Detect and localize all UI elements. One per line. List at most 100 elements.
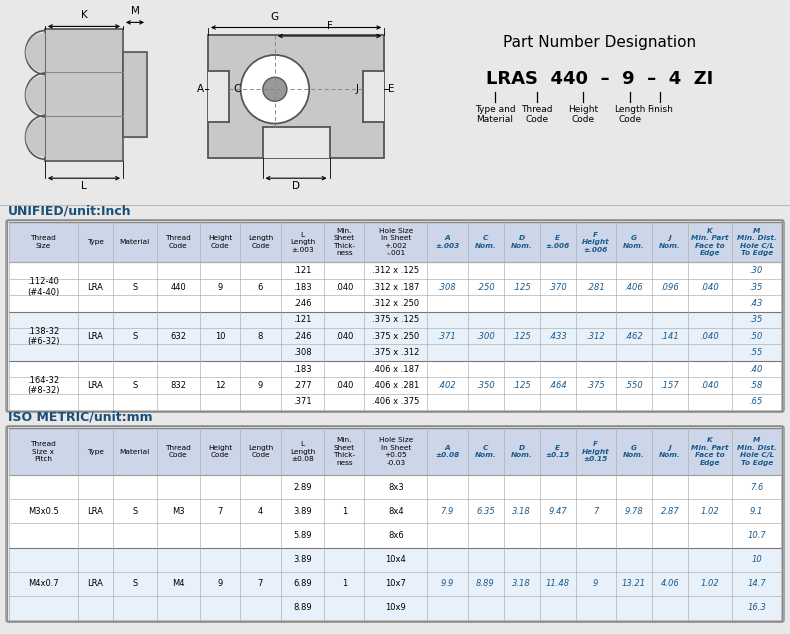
Text: E: E: [388, 84, 395, 94]
Text: .406: .406: [625, 283, 643, 292]
Text: 16.3: 16.3: [747, 604, 766, 612]
Text: G: G: [271, 13, 279, 22]
Text: 10x4: 10x4: [386, 555, 406, 564]
Text: C: C: [233, 84, 240, 94]
Text: M
Min. Dist.
Hole C/L
To Edge: M Min. Dist. Hole C/L To Edge: [737, 437, 777, 466]
Text: G
Nom.: G Nom.: [623, 445, 645, 458]
Text: 1: 1: [341, 579, 347, 588]
Text: 440: 440: [171, 283, 186, 292]
Text: .138-32
(#6-32): .138-32 (#6-32): [27, 327, 59, 346]
Text: .35: .35: [750, 283, 763, 292]
Text: 7: 7: [217, 507, 223, 516]
Text: .40: .40: [750, 365, 763, 373]
Text: .350: .350: [476, 381, 495, 390]
Text: Length
Code: Length Code: [615, 105, 645, 124]
Text: LRA: LRA: [88, 579, 103, 588]
Bar: [208, 71, 229, 122]
Bar: [9, 295, 781, 312]
Text: .371: .371: [438, 332, 457, 340]
Bar: [9, 361, 781, 377]
Text: .246: .246: [293, 299, 311, 308]
Text: L: L: [81, 181, 87, 191]
Text: 1.02: 1.02: [701, 579, 720, 588]
Text: S: S: [132, 579, 137, 588]
Text: 11.48: 11.48: [546, 579, 570, 588]
Text: 6.35: 6.35: [476, 507, 495, 516]
Text: M
Min. Dist.
Hole C/L
To Edge: M Min. Dist. Hole C/L To Edge: [737, 228, 777, 257]
Wedge shape: [25, 33, 45, 72]
Text: 3.18: 3.18: [512, 507, 531, 516]
Text: 8.89: 8.89: [293, 604, 312, 612]
Text: .406 x .281: .406 x .281: [372, 381, 419, 390]
Text: .30: .30: [750, 266, 763, 275]
Text: A
±.003: A ±.003: [435, 235, 460, 249]
Text: S: S: [132, 283, 137, 292]
Text: 10: 10: [215, 332, 225, 340]
Text: 13.21: 13.21: [622, 579, 646, 588]
Text: .125: .125: [512, 283, 531, 292]
Text: .550: .550: [625, 381, 643, 390]
Text: Min.
Sheet
Thick-
ness: Min. Sheet Thick- ness: [333, 228, 356, 257]
Text: 12: 12: [215, 381, 225, 390]
Text: 10x7: 10x7: [386, 579, 406, 588]
Text: .464: .464: [548, 381, 567, 390]
Text: Thread
Size: Thread Size: [31, 235, 56, 249]
Text: M4: M4: [172, 579, 185, 588]
Text: E
±0.15: E ±0.15: [545, 445, 570, 458]
Bar: [9, 344, 781, 361]
Text: .312 x .250: .312 x .250: [372, 299, 419, 308]
Text: .406 x .375: .406 x .375: [372, 398, 419, 406]
Text: .312 x .125: .312 x .125: [372, 266, 419, 275]
Text: Height
Code: Height Code: [208, 235, 232, 249]
Text: 6: 6: [258, 283, 263, 292]
Bar: [9, 312, 781, 328]
Text: D
Nom.: D Nom.: [511, 235, 532, 249]
Text: E
±.006: E ±.006: [545, 235, 570, 249]
Text: .183: .183: [293, 365, 312, 373]
Text: .308: .308: [293, 348, 312, 357]
Text: 7: 7: [258, 579, 263, 588]
Bar: [208, 36, 384, 158]
Bar: [0, 0, 790, 205]
Text: C
Nom.: C Nom.: [475, 235, 496, 249]
Text: 4.06: 4.06: [660, 579, 679, 588]
Text: Part Number Designation: Part Number Designation: [503, 35, 697, 50]
Text: 5.89: 5.89: [293, 531, 311, 540]
Bar: [9, 499, 781, 523]
Text: 9: 9: [217, 283, 223, 292]
Bar: [123, 53, 147, 138]
Bar: [363, 71, 384, 122]
Text: 3.89: 3.89: [293, 555, 312, 564]
Text: LRAS  440  –  9  –  4  ZI: LRAS 440 – 9 – 4 ZI: [487, 70, 713, 88]
Text: 7.6: 7.6: [750, 482, 763, 491]
Circle shape: [263, 77, 287, 101]
Text: J: J: [356, 84, 359, 94]
Bar: [9, 377, 781, 394]
Text: .246: .246: [293, 332, 311, 340]
Text: A: A: [197, 84, 204, 94]
Text: Hole Size
In Sheet
+.002
-.001: Hole Size In Sheet +.002 -.001: [378, 228, 413, 257]
Text: .141: .141: [660, 332, 679, 340]
Text: Min.
Sheet
Thick-
ness: Min. Sheet Thick- ness: [333, 437, 356, 466]
Text: .281: .281: [586, 283, 605, 292]
Text: K: K: [81, 10, 88, 20]
Text: .125: .125: [512, 381, 531, 390]
Text: ISO METRIC/unit:mm: ISO METRIC/unit:mm: [8, 411, 152, 424]
Bar: [9, 279, 781, 295]
Text: Thread
Code: Thread Code: [165, 235, 191, 249]
Text: K
Min. Part
Face to
Edge: K Min. Part Face to Edge: [691, 228, 729, 257]
Text: .040: .040: [335, 381, 353, 390]
Text: .183: .183: [293, 283, 312, 292]
Text: .35: .35: [750, 315, 763, 325]
Text: Length
Code: Length Code: [248, 445, 273, 458]
Bar: [9, 475, 781, 499]
Text: 7: 7: [593, 507, 599, 516]
Text: .55: .55: [750, 348, 763, 357]
Text: 8x3: 8x3: [388, 482, 404, 491]
Text: 4: 4: [258, 507, 263, 516]
Text: Material: Material: [119, 448, 150, 455]
Text: 8x4: 8x4: [388, 507, 404, 516]
Bar: [9, 428, 781, 475]
Text: Height
Code: Height Code: [208, 445, 232, 458]
Text: .370: .370: [548, 283, 567, 292]
